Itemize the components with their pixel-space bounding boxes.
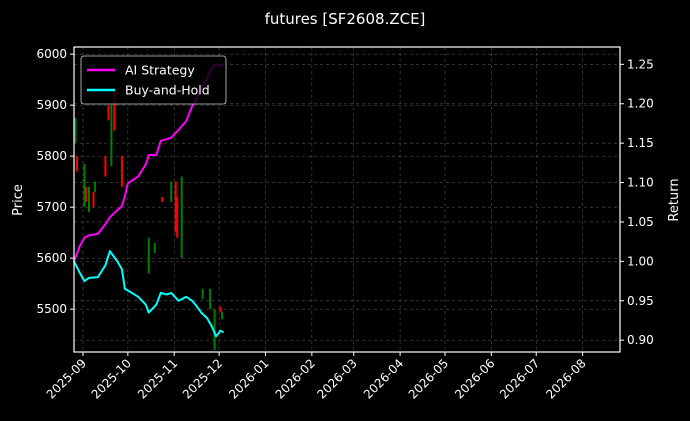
candle-down <box>75 156 78 172</box>
y2-tick-label: 1.00 <box>627 254 654 268</box>
candle-up <box>147 237 150 274</box>
candle-up <box>180 176 183 259</box>
candle-up <box>110 105 113 167</box>
candle-up <box>153 242 156 254</box>
legend-label: Buy-and-Hold <box>125 83 210 98</box>
plot-frame <box>73 46 621 353</box>
candle-up <box>201 288 204 299</box>
x-tick-label: 2025-11 <box>135 356 180 401</box>
x-tick-label: 2025-09 <box>44 356 89 401</box>
x-tick-label: 2026-05 <box>406 356 451 401</box>
candle-up <box>221 311 224 320</box>
candle-up <box>87 186 90 213</box>
y-tick-label: 5900 <box>36 98 67 112</box>
y2-tick-label: 1.25 <box>627 57 654 71</box>
candle-down <box>104 156 107 177</box>
x-tick-label: 2026-08 <box>543 356 588 401</box>
grid <box>74 47 620 352</box>
chart-title: futures [SF2608.ZCE] <box>265 10 426 28</box>
x-tick-label: 2026-03 <box>314 356 359 401</box>
candles <box>74 89 224 350</box>
x-tick-label: 2026-01 <box>226 356 271 401</box>
series-line-buy-and-hold <box>73 250 225 338</box>
y2-tick-label: 0.95 <box>627 294 654 308</box>
x-tick-label: 2026-07 <box>497 356 542 401</box>
candle-down <box>113 89 116 131</box>
x-tick-label: 2026-06 <box>452 356 497 401</box>
candle-down <box>176 196 179 238</box>
candle-up <box>209 288 212 310</box>
y-tick-label: 5700 <box>36 200 67 214</box>
x-tick-label: 2026-02 <box>273 356 318 401</box>
y2-tick-label: 1.10 <box>627 176 654 190</box>
x-tick-label: 2025-12 <box>180 356 225 401</box>
candle-up <box>74 117 77 143</box>
candle-down <box>161 196 164 203</box>
candle-up <box>170 181 173 203</box>
candle-down <box>219 306 222 312</box>
x-tick-label: 2026-04 <box>361 356 406 401</box>
y-tick-label: 6000 <box>36 47 67 61</box>
candle-up <box>93 181 96 192</box>
y-tick-label: 5500 <box>36 302 67 316</box>
candle-up <box>213 309 216 350</box>
legend: AI Strategy Buy-and-Hold <box>80 55 227 105</box>
legend-box <box>80 55 227 105</box>
candle-down <box>92 191 95 208</box>
y2-tick-label: 1.05 <box>627 215 654 229</box>
y2-tick-label: 1.15 <box>627 136 654 150</box>
y2-tick-label: 0.90 <box>627 333 654 347</box>
y-tick-label: 5600 <box>36 251 67 265</box>
y-axis-label: Price <box>11 184 26 216</box>
y2-axis-label: Return <box>667 178 682 221</box>
candle-up <box>83 163 86 208</box>
candle-down <box>84 186 87 203</box>
candle-down <box>174 181 177 233</box>
x-tick-label: 2025-10 <box>89 356 134 401</box>
y2-tick-label: 1.20 <box>627 97 654 111</box>
y-tick-label: 5800 <box>36 149 67 163</box>
candle-down <box>107 105 110 121</box>
candle-down <box>120 156 123 187</box>
legend-label: AI Strategy <box>125 63 195 78</box>
